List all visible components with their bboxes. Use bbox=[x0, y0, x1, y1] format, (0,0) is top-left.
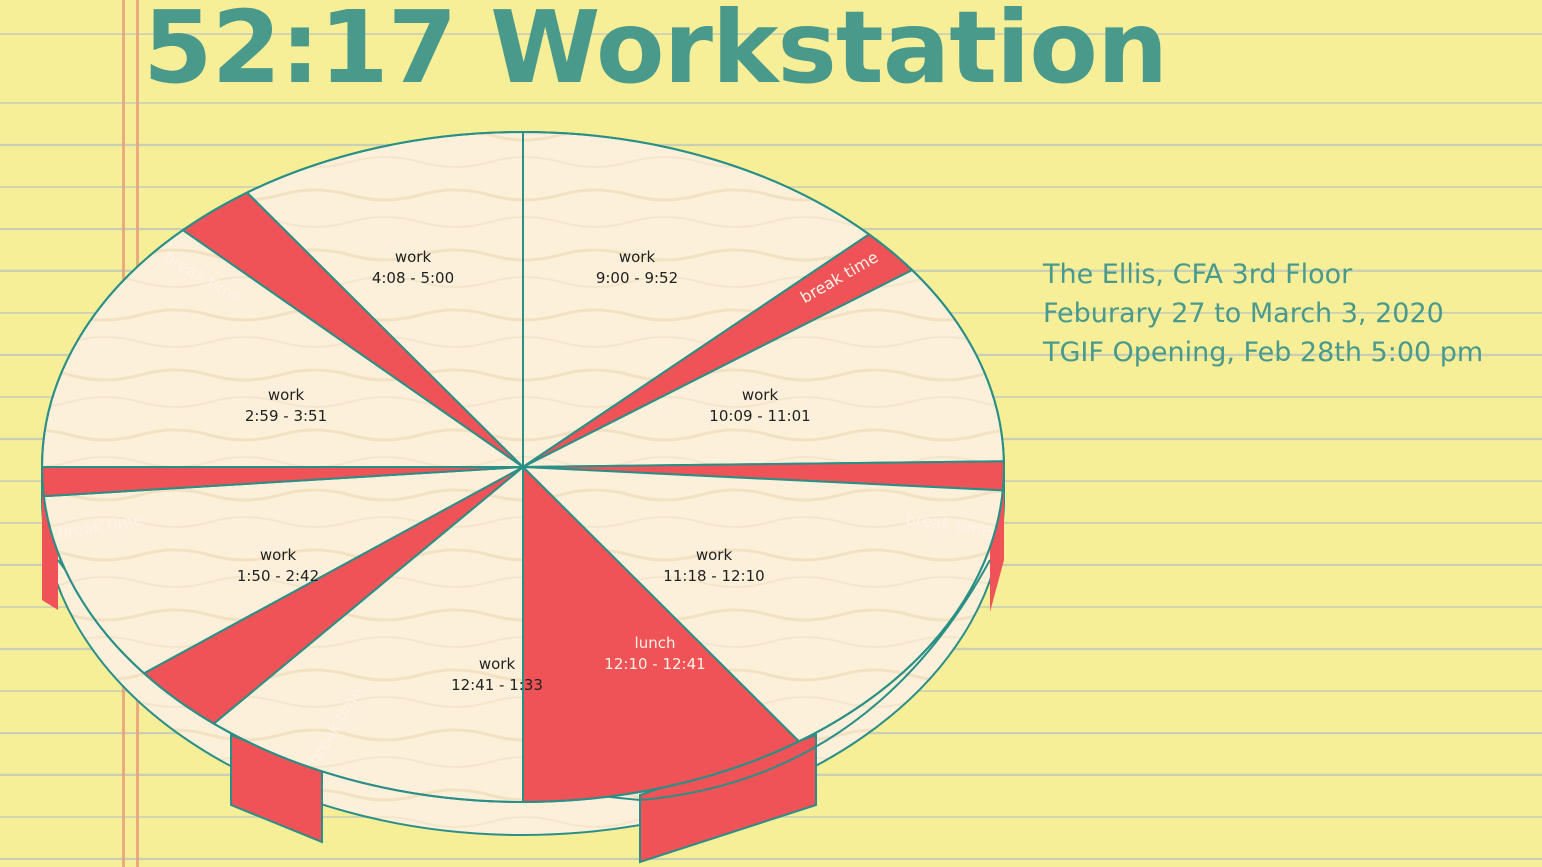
opening-text: TGIF Opening, Feb 28th 5:00 pm bbox=[1043, 337, 1484, 368]
segment-time-work-3: 11:18 - 12:10 bbox=[663, 567, 764, 585]
segment-label-work-5: work bbox=[260, 546, 297, 564]
segment-label-work-3: work bbox=[696, 546, 733, 564]
segment-time-lunch: 12:10 - 12:41 bbox=[604, 655, 705, 673]
venue-text: The Ellis, CFA 3rd Floor bbox=[1043, 259, 1353, 290]
pie-top bbox=[40, 130, 1005, 804]
segment-time-work-1: 9:00 - 9:52 bbox=[596, 269, 678, 287]
segment-label-work-7: work bbox=[395, 248, 432, 266]
poster-title: 52:17 Workstation bbox=[143, 0, 1168, 106]
event-info: The Ellis, CFA 3rd Floor Feburary 27 to … bbox=[1043, 255, 1483, 372]
segment-label-work-1: work bbox=[619, 248, 656, 266]
segment-label-work-4: work bbox=[479, 655, 516, 673]
segment-label-work-6: work bbox=[268, 386, 305, 404]
segment-label-lunch: lunch bbox=[635, 634, 676, 652]
segment-time-work-5: 1:50 - 2:42 bbox=[237, 567, 319, 585]
segment-time-work-7: 4:08 - 5:00 bbox=[372, 269, 454, 287]
pie-outline bbox=[41, 131, 1005, 803]
segment-time-work-4: 12:41 - 1:33 bbox=[451, 676, 543, 694]
segment-time-work-6: 2:59 - 3:51 bbox=[245, 407, 327, 425]
segment-label-work-2: work bbox=[742, 386, 779, 404]
segment-time-work-2: 10:09 - 11:01 bbox=[709, 407, 810, 425]
dates-text: Feburary 27 to March 3, 2020 bbox=[1043, 298, 1444, 329]
